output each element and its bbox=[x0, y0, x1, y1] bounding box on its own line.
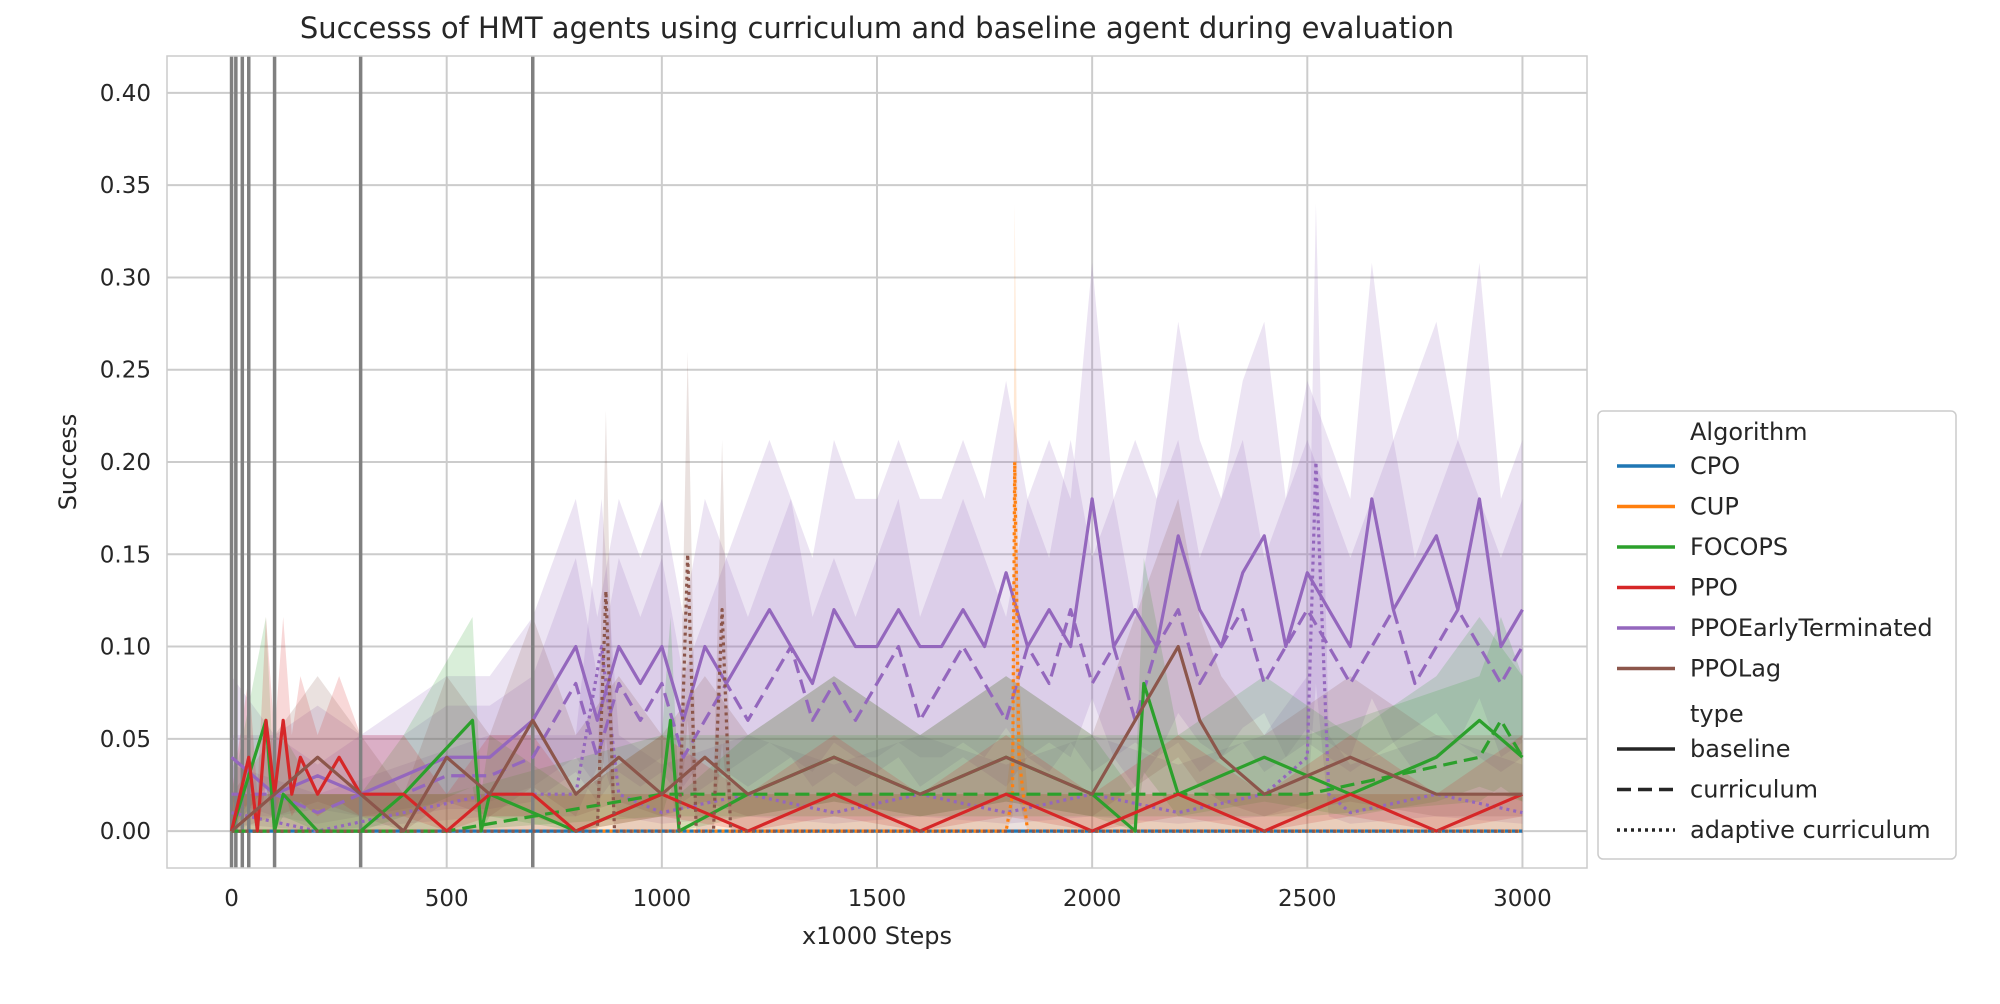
tick-labels: 0 500 1000 1500 2000 2500 3000 0.00 0.05 0.10 0.15… bbox=[100, 81, 1552, 912]
curriculum-switch-lines bbox=[229, 56, 535, 868]
confidence-band bbox=[231, 617, 1523, 832]
confidence-band bbox=[231, 439, 1523, 824]
confidence-band bbox=[231, 498, 1523, 832]
y-tick-label: 0.30 bbox=[100, 265, 151, 291]
confidence-band bbox=[231, 262, 1523, 817]
series-line bbox=[230, 497, 1524, 796]
legend-algorithms: CPO CUP FOCOPS PPO PPOEarlyTerminated PPOLag bbox=[1617, 452, 1933, 683]
legend-frame bbox=[1597, 410, 1957, 860]
x-tick-label: 1000 bbox=[633, 886, 692, 912]
plot-frame bbox=[166, 55, 1588, 869]
series-line bbox=[231, 460, 1523, 833]
y-tick-label: 0.20 bbox=[100, 450, 151, 476]
y-tick-label: 0.05 bbox=[100, 727, 151, 753]
series-line bbox=[231, 552, 1523, 833]
confidence-band bbox=[231, 617, 1523, 832]
y-tick-label: 0.25 bbox=[100, 358, 151, 384]
legend: Algorithm CPO CUP FOCOPS PPO PPOEarlyTermina… bbox=[1597, 410, 1957, 860]
confidence-band bbox=[231, 203, 1523, 832]
legend-item: PPOLag bbox=[1690, 655, 1781, 683]
legend-item: PPOEarlyTerminated bbox=[1690, 614, 1933, 642]
legend-header-type: type bbox=[1690, 700, 1744, 728]
legend-item: CPO bbox=[1690, 452, 1740, 480]
confidence-band bbox=[231, 557, 1523, 832]
x-tick-label: 500 bbox=[425, 886, 469, 912]
x-axis-label: x1000 Steps bbox=[802, 922, 952, 950]
series-layer bbox=[229, 460, 1524, 833]
y-tick-label: 0.00 bbox=[100, 819, 151, 845]
series-line bbox=[231, 608, 1524, 815]
y-tick-label: 0.35 bbox=[100, 173, 151, 199]
y-tick-label: 0.10 bbox=[100, 635, 151, 661]
x-tick-label: 3000 bbox=[1493, 886, 1552, 912]
legend-header-algorithm: Algorithm bbox=[1690, 418, 1808, 446]
y-tick-label: 0.40 bbox=[100, 81, 151, 107]
legend-item: PPO bbox=[1690, 574, 1738, 602]
legend-types: baseline curriculum adaptive curriculum bbox=[1617, 735, 1931, 844]
x-tick-label: 2500 bbox=[1278, 886, 1337, 912]
confidence-bands bbox=[231, 203, 1523, 832]
legend-item: adaptive curriculum bbox=[1690, 816, 1931, 844]
x-tick-label: 0 bbox=[224, 886, 239, 912]
legend-item: FOCOPS bbox=[1690, 533, 1788, 561]
x-tick-label: 1500 bbox=[848, 886, 907, 912]
x-tick-label: 2000 bbox=[1063, 886, 1122, 912]
legend-item: curriculum bbox=[1690, 776, 1818, 804]
y-axis-label: Success bbox=[54, 414, 82, 511]
series-line bbox=[230, 644, 1523, 833]
chart-title: Successs of HMT agents using curriculum … bbox=[300, 11, 1454, 45]
legend-item: baseline bbox=[1690, 735, 1791, 763]
y-tick-label: 0.15 bbox=[100, 542, 151, 568]
legend-item: CUP bbox=[1690, 493, 1739, 521]
